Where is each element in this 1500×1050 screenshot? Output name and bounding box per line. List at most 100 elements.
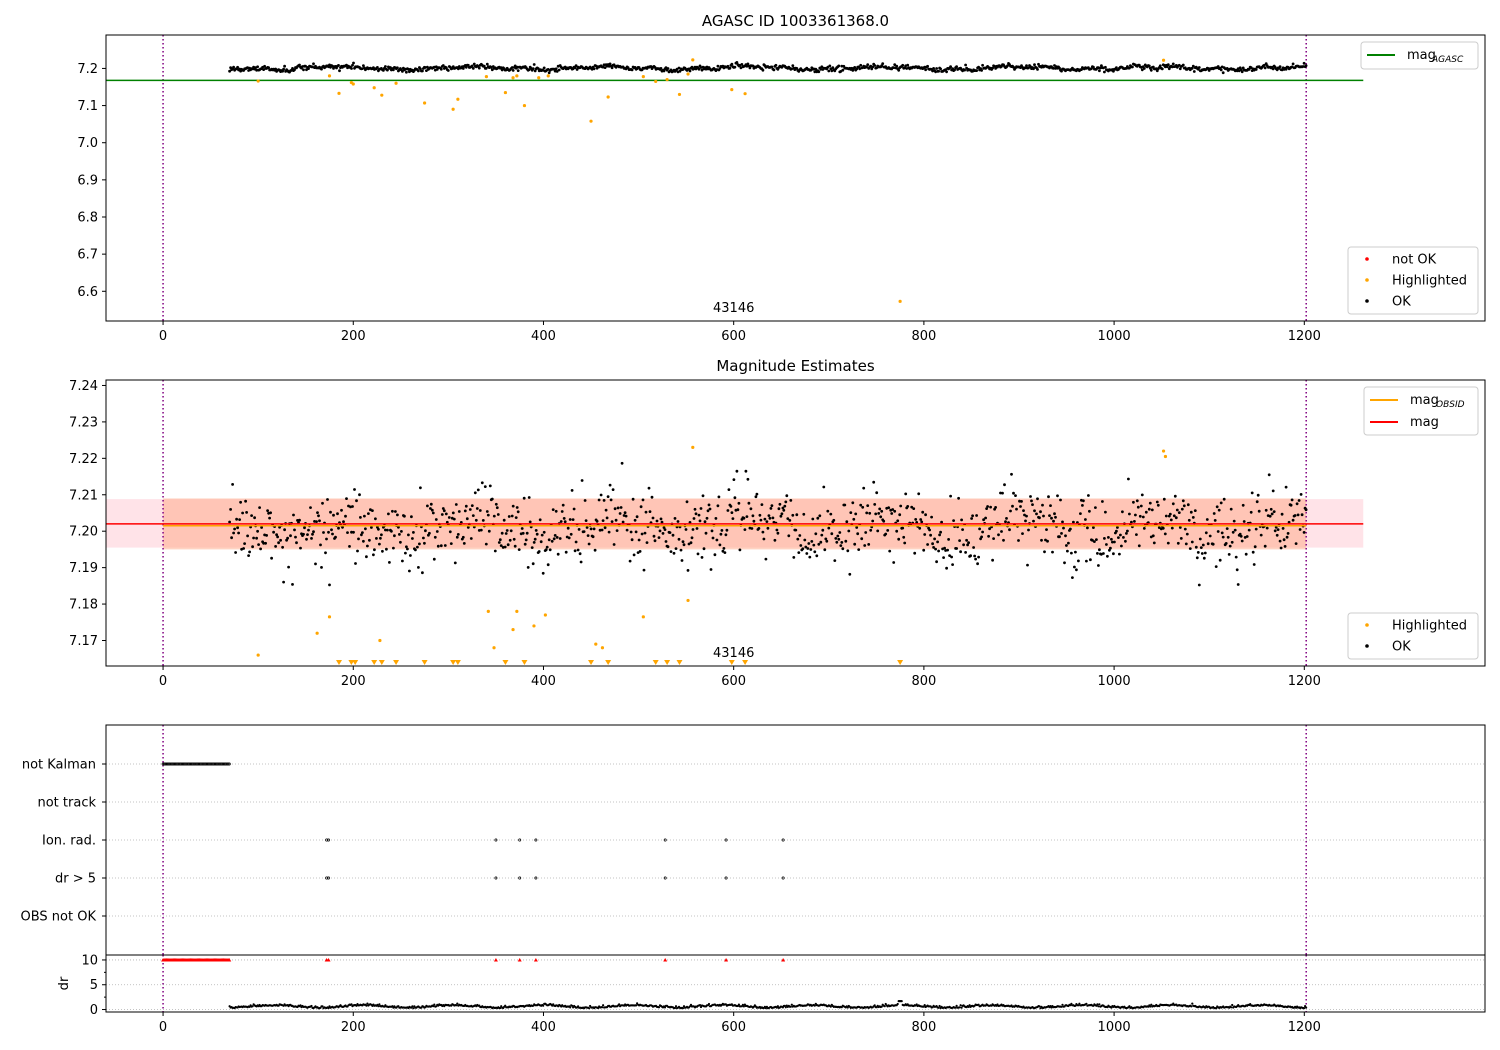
- ok-point: [341, 525, 344, 529]
- ok-point: [787, 534, 791, 538]
- ok-point: [336, 512, 339, 516]
- ok-point: [1128, 512, 1131, 516]
- ok-point: [551, 508, 555, 511]
- ok-point: [1169, 518, 1173, 522]
- ok-point: [780, 512, 784, 516]
- ok-point: [1048, 514, 1051, 517]
- ok-point: [1003, 483, 1006, 487]
- ok-point: [811, 517, 815, 521]
- ok-point: [937, 549, 940, 553]
- ok-point: [459, 521, 463, 524]
- ok-point: [791, 64, 795, 67]
- ok-point: [1047, 495, 1050, 499]
- ok-point: [1229, 507, 1233, 511]
- x-tick-label: 1200: [1288, 329, 1321, 344]
- out-of-range-marker: [521, 660, 528, 665]
- ok-point: [1175, 508, 1179, 512]
- dr-clipped-marker: [326, 957, 331, 962]
- ok-point: [327, 530, 330, 534]
- ok-point: [1252, 563, 1256, 566]
- ok-point: [1259, 533, 1263, 537]
- ok-point: [949, 494, 952, 498]
- ok-point: [676, 520, 680, 523]
- flag-category-label: Ion. rad.: [42, 834, 96, 849]
- panel-magnitude-estimates: Magnitude Estimates 43146 0 200 400 600 800 100…: [69, 357, 1486, 689]
- ok-point: [381, 549, 384, 553]
- ok-point: [1025, 514, 1028, 518]
- ok-point: [382, 69, 385, 72]
- highlighted-point: [456, 97, 460, 101]
- ok-point: [1193, 509, 1197, 512]
- ok-point: [1289, 503, 1293, 507]
- ok-point: [470, 504, 474, 507]
- dr-point: [784, 1006, 787, 1009]
- ok-point: [601, 519, 605, 522]
- ok-point: [957, 496, 960, 500]
- ok-point: [417, 566, 420, 569]
- ok-point: [268, 516, 271, 520]
- highlighted-point: [327, 615, 332, 619]
- ok-point: [610, 520, 614, 523]
- dr-point: [958, 1006, 961, 1009]
- ok-point: [757, 527, 761, 530]
- ok-point: [869, 528, 873, 532]
- ok-point: [1116, 526, 1119, 529]
- ok-point: [934, 547, 937, 551]
- ok-point: [867, 543, 871, 546]
- dr-point: [378, 1003, 381, 1006]
- y-tick-label: 7.22: [69, 452, 98, 467]
- ok-point: [342, 520, 345, 524]
- ok-point: [975, 514, 978, 517]
- ok-point: [1211, 542, 1215, 546]
- y-tick-label: 7.1: [77, 99, 98, 114]
- ok-point: [289, 534, 292, 538]
- ok-point: [735, 61, 739, 64]
- ok-point: [930, 515, 933, 519]
- y-tick-label: 10: [81, 953, 98, 968]
- ok-point: [411, 537, 414, 540]
- legend-box: [1347, 612, 1479, 660]
- ok-point: [399, 540, 402, 544]
- dr-point: [327, 1006, 330, 1010]
- ok-point: [1235, 568, 1239, 572]
- ok-point: [786, 517, 790, 520]
- ok-point: [906, 63, 910, 67]
- dr-point: [602, 1004, 605, 1007]
- ok-point: [855, 526, 859, 529]
- highlighted-point: [492, 646, 496, 650]
- ok-point: [848, 572, 852, 576]
- ok-point: [1178, 526, 1182, 529]
- dr-point: [938, 1004, 941, 1008]
- dr-point: [1078, 1002, 1081, 1005]
- ok-point: [820, 533, 824, 537]
- ok-point: [735, 469, 739, 473]
- ok-point: [423, 541, 426, 545]
- ok-point: [1221, 71, 1225, 75]
- dr-point: [880, 1005, 883, 1008]
- dr-point: [954, 1006, 957, 1009]
- ok-point: [994, 506, 997, 509]
- ok-point: [1166, 541, 1170, 545]
- y-tick-label: 6.7: [77, 248, 98, 263]
- ok-point: [1150, 508, 1154, 512]
- ok-point: [951, 563, 954, 566]
- ok-point: [392, 546, 395, 550]
- ok-point: [522, 496, 526, 500]
- ok-point: [798, 534, 802, 537]
- x-tick-label: 600: [721, 329, 746, 344]
- highlighted-point: [532, 624, 536, 628]
- ok-point: [270, 556, 273, 560]
- dr-point: [635, 1004, 638, 1007]
- ok-point: [716, 64, 720, 68]
- ok-point: [837, 537, 841, 541]
- ok-point: [1240, 70, 1244, 74]
- ok-point: [952, 519, 955, 522]
- ok-point: [585, 526, 589, 529]
- ok-point: [592, 67, 596, 71]
- ok-point: [366, 544, 369, 548]
- ok-point: [514, 516, 518, 519]
- ok-point: [826, 65, 830, 69]
- ok-point: [356, 549, 359, 553]
- ok-point: [573, 549, 577, 553]
- ok-point: [1137, 544, 1141, 548]
